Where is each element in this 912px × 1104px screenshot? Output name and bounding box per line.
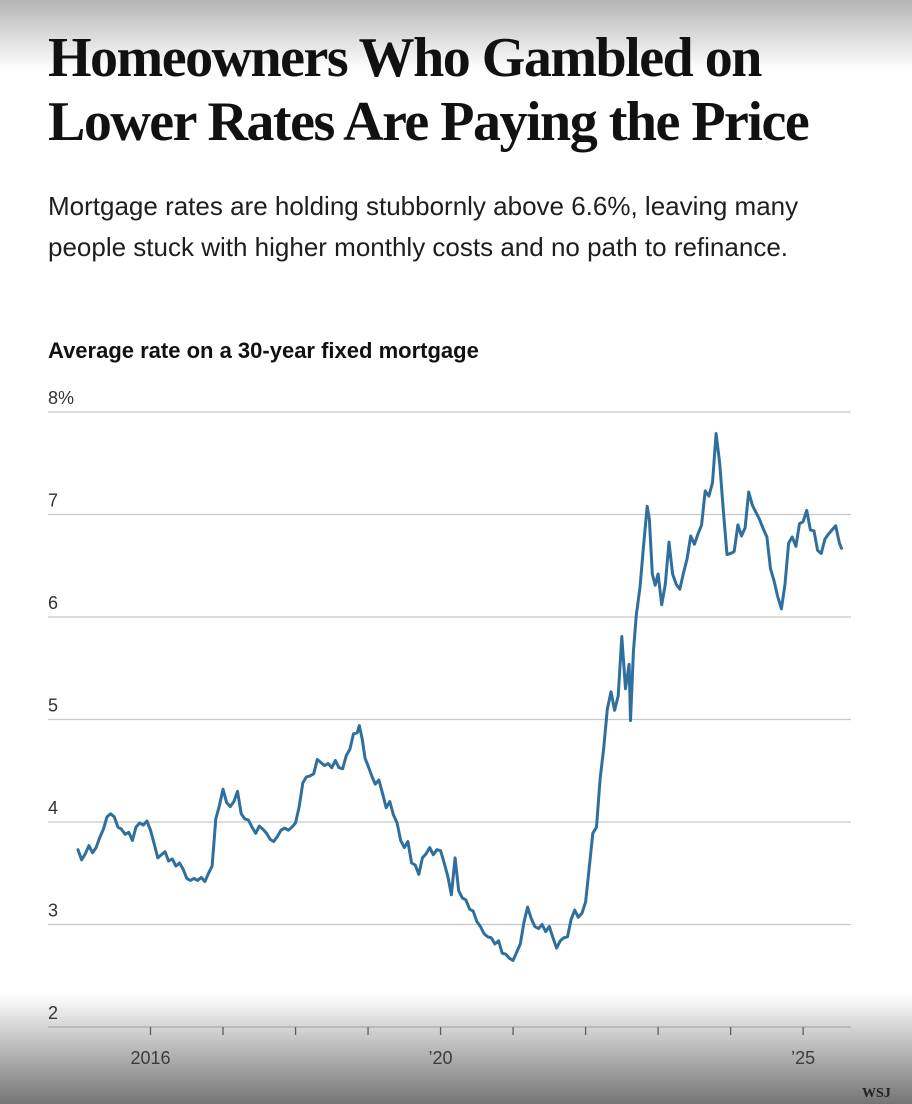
y-axis-labels: 2 3 4 5 6 7 8% bbox=[48, 388, 74, 1023]
series-line-0 bbox=[76, 432, 843, 962]
chart-title: Average rate on a 30-year fixed mortgage bbox=[48, 338, 479, 363]
y-tick-label-6: 6 bbox=[48, 593, 58, 613]
y-tick-label-5: 5 bbox=[48, 696, 58, 716]
headline: Homeowners Who Gambled on Lower Rates Ar… bbox=[48, 27, 810, 153]
grid-lines bbox=[48, 411, 851, 1028]
x-tick-label-2020: ’20 bbox=[429, 1048, 453, 1068]
series-layer bbox=[76, 432, 843, 962]
subheadline: Mortgage rates are holding stubbornly ab… bbox=[48, 191, 799, 262]
x-tick-label-2016: 2016 bbox=[130, 1048, 170, 1068]
y-tick-label-2: 2 bbox=[48, 1003, 58, 1023]
y-tick-label-8: 8% bbox=[48, 388, 74, 408]
x-tick-label-2025: ’25 bbox=[791, 1048, 815, 1068]
y-tick-label-4: 4 bbox=[48, 798, 58, 818]
y-tick-label-7: 7 bbox=[48, 491, 58, 511]
x-axis: 2016 ’20 ’25 bbox=[130, 1027, 815, 1068]
source-credit: WSJ bbox=[862, 1086, 891, 1101]
y-tick-label-3: 3 bbox=[48, 901, 58, 921]
